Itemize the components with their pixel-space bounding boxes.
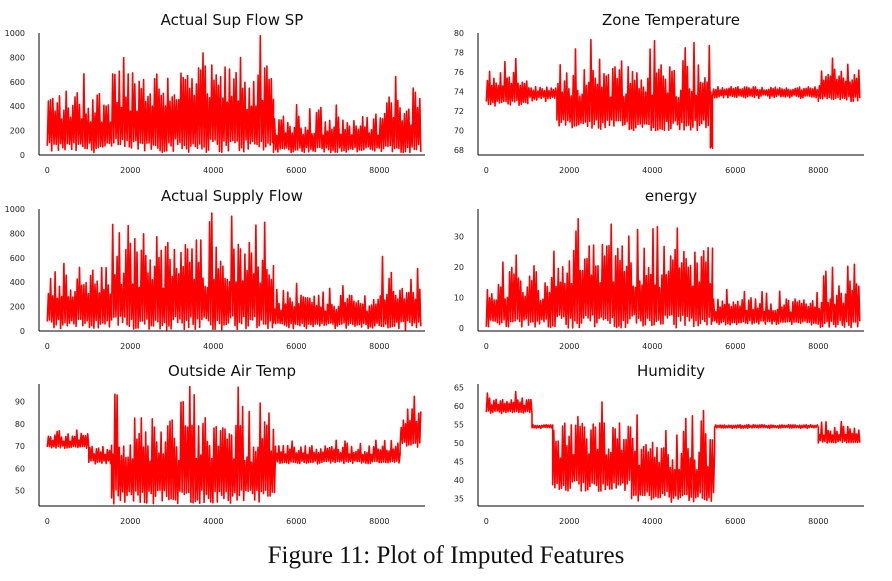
- panel-6-x-tick-label: 4000: [642, 517, 662, 526]
- panel-2-series-line-1: [485, 38, 861, 149]
- panel-3-x-tick-label: 0: [45, 342, 50, 351]
- panel-6-y-tick-label: 50: [454, 439, 464, 448]
- panel-5-y-tick-label: 60: [15, 464, 25, 473]
- panel-2-x-tick-label: 2000: [559, 166, 579, 175]
- panel-2-y-tick-label: 68: [454, 146, 464, 155]
- panel-3-y-tick-label: 800: [10, 229, 25, 238]
- panel-4-x-tick-label: 2000: [559, 342, 579, 351]
- panel-1-y-tick-label: 400: [10, 102, 25, 111]
- panel-3-y-tick-label: 1000: [5, 205, 25, 214]
- panel-4-title: energy: [645, 187, 697, 205]
- panel-3-series-line-1: [46, 212, 422, 331]
- panel-2-y-tick-label: 80: [454, 29, 464, 38]
- panel-1-x-tick-label: 4000: [203, 166, 223, 175]
- figure-caption: Figure 11: Plot of Imputed Features: [267, 542, 625, 569]
- panel-1-x-tick-label: 2000: [120, 166, 140, 175]
- panel-2-x-tick-label: 6000: [725, 166, 745, 175]
- panel-1-y-tick-label: 200: [10, 127, 25, 136]
- panel-1-x-tick-label: 6000: [286, 166, 306, 175]
- panel-5-x-tick-label: 6000: [286, 517, 306, 526]
- panel-4-y-tick-label: 20: [454, 263, 464, 272]
- panel-6-y-tick-label: 55: [454, 421, 464, 430]
- panel-2-y-tick-label: 78: [454, 49, 464, 58]
- panel-5-series-line-1: [46, 385, 422, 505]
- panel-1-y-tick-label: 600: [10, 78, 25, 87]
- panel-3-y-tick-label: 600: [10, 254, 25, 263]
- panel-3-title: Actual Supply Flow: [161, 187, 303, 205]
- panel-6-y-tick-label: 65: [454, 384, 464, 393]
- panel-6-y-tick-label: 45: [454, 458, 464, 467]
- panel-6-title: Humidity: [637, 362, 705, 380]
- panel-4-x-tick-label: 4000: [642, 342, 662, 351]
- panel-2-y-tick-label: 70: [454, 127, 464, 136]
- figure-grid: Actual Sup Flow SP0 2000 4000 6000 800002004…: [4, 11, 864, 526]
- panel-2-y-tick-label: 74: [454, 88, 464, 97]
- panel-1-y-tick-label: 0: [20, 151, 25, 160]
- panel-5-y-tick-label: 90: [15, 398, 25, 407]
- panel-4-series-line-1: [485, 217, 861, 329]
- panel-4-x-tick-label: 8000: [808, 342, 828, 351]
- panel-1-y-tick-label: 800: [10, 53, 25, 62]
- panel-6-x-tick-label: 2000: [559, 517, 579, 526]
- panel-2-x-tick-label: 8000: [808, 166, 828, 175]
- panel-5-x-tick-label: 4000: [203, 517, 223, 526]
- panel-3-x-tick-label: 8000: [369, 342, 389, 351]
- panel-6-x-tick-label: 6000: [725, 517, 745, 526]
- panel-6-x-tick-label: 0: [484, 517, 489, 526]
- panel-4-x-tick-label: 0: [484, 342, 489, 351]
- panel-4-y-tick-label: 30: [454, 232, 464, 241]
- panel-3-x-tick-label: 6000: [286, 342, 306, 351]
- panel-2-x-tick-label: 4000: [642, 166, 662, 175]
- panel-3-x-tick-label: 4000: [203, 342, 223, 351]
- panel-1-y-tick-label: 1000: [5, 29, 25, 38]
- panel-6-x-tick-label: 8000: [808, 517, 828, 526]
- panel-5-y-tick-label: 70: [15, 442, 25, 451]
- panel-5-x-tick-label: 0: [45, 517, 50, 526]
- panel-3-y-tick-label: 400: [10, 278, 25, 287]
- panel-6-y-tick-label: 35: [454, 495, 464, 504]
- panel-6-y-tick-label: 60: [454, 402, 464, 411]
- panel-2-y-tick-label: 72: [454, 107, 464, 116]
- panel-4-x-tick-label: 6000: [725, 342, 745, 351]
- panel-3-x-tick-label: 2000: [120, 342, 140, 351]
- panel-1-x-tick-label: 0: [45, 166, 50, 175]
- panel-5-title: Outside Air Temp: [168, 362, 296, 380]
- panel-6-series-line-1: [485, 390, 861, 503]
- panel-5-y-tick-label: 80: [15, 420, 25, 429]
- panel-5-y-tick-label: 50: [15, 486, 25, 495]
- panel-3-y-tick-label: 0: [20, 327, 25, 336]
- panel-1-x-tick-label: 8000: [369, 166, 389, 175]
- panel-2-x-tick-label: 0: [484, 166, 489, 175]
- panel-1-series-line-1: [46, 34, 422, 154]
- panel-4-y-tick-label: 0: [459, 324, 464, 333]
- panel-3-y-tick-label: 200: [10, 303, 25, 312]
- panel-6-y-tick-label: 40: [454, 476, 464, 485]
- panel-2-y-tick-label: 76: [454, 68, 464, 77]
- panel-4-y-tick-label: 10: [454, 293, 464, 302]
- panel-1-title: Actual Sup Flow SP: [161, 11, 304, 29]
- panel-2-title: Zone Temperature: [602, 11, 740, 29]
- panel-5-x-tick-label: 8000: [369, 517, 389, 526]
- panel-5-x-tick-label: 2000: [120, 517, 140, 526]
